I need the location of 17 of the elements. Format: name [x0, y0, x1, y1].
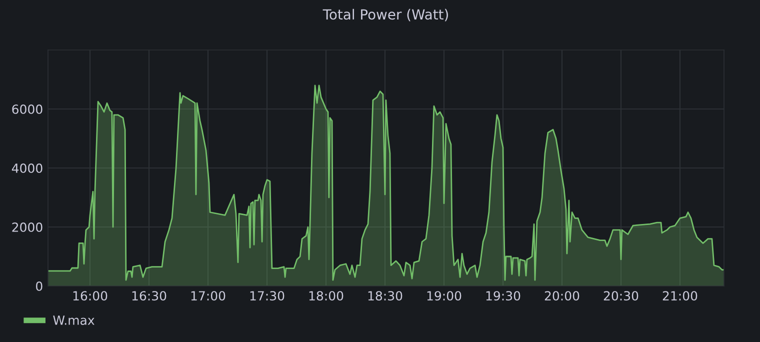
x-tick-label: 17:30 [250, 291, 284, 301]
x-tick-label: 16:30 [132, 291, 166, 301]
y-tick-label: 4000 [12, 163, 42, 173]
chart-title: Total Power (Watt) [322, 8, 448, 22]
x-tick-label: 20:30 [604, 291, 638, 301]
x-tick-label: 18:30 [368, 291, 402, 301]
x-tick-label: 18:00 [309, 291, 344, 301]
x-tick-label: 21:00 [662, 291, 698, 301]
y-tick-label: 6000 [12, 104, 42, 114]
y-tick-label: 0 [36, 281, 42, 291]
y-tick-label: 2000 [12, 222, 42, 232]
x-tick-label: 20:00 [544, 291, 580, 301]
legend-label: W.max [53, 316, 94, 325]
x-tick-label: 19:00 [427, 291, 462, 301]
x-tick-label: 17:00 [191, 291, 226, 301]
x-tick-label: 16:00 [73, 291, 108, 301]
x-tick-label: 19:30 [486, 291, 520, 301]
